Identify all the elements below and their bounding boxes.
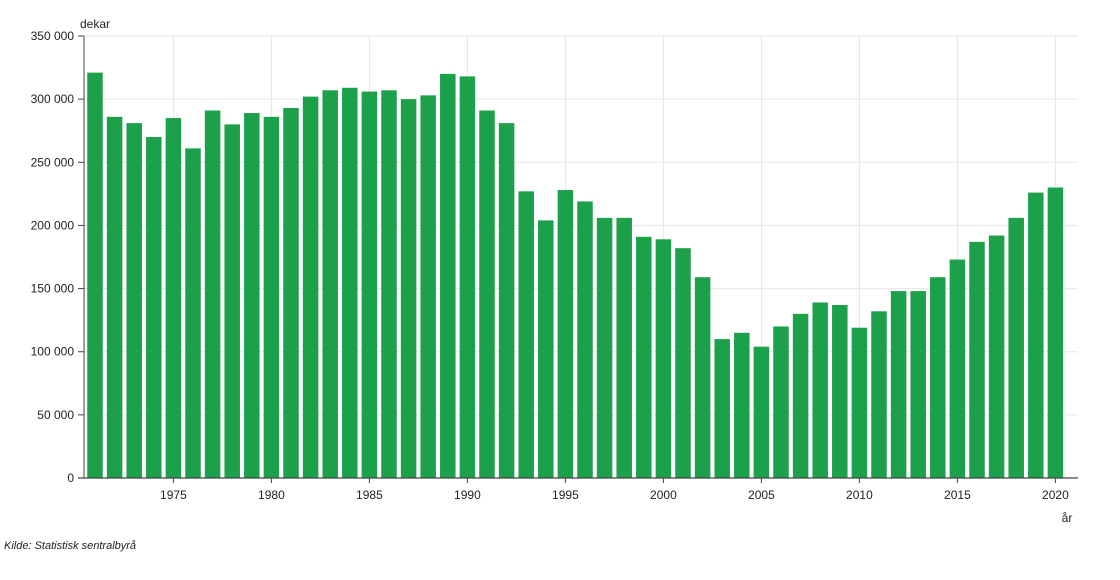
bar [498, 123, 515, 478]
x-tick-label: 1980 [258, 488, 285, 502]
bar [185, 148, 201, 478]
bar [851, 327, 868, 478]
bar [596, 217, 613, 478]
bars [87, 72, 1064, 479]
y-tick-label: 300 000 [31, 92, 75, 106]
bar [890, 291, 907, 478]
x-tick-label: 1995 [552, 488, 579, 502]
bar [577, 201, 593, 479]
x-tick-label: 2000 [650, 488, 677, 502]
bar [675, 248, 691, 478]
bar [87, 72, 103, 478]
bar [988, 235, 1005, 478]
bar [224, 124, 240, 479]
x-tick-label: 2005 [748, 488, 775, 502]
bar [518, 191, 534, 478]
bar [1047, 187, 1064, 479]
x-tick-label: 1975 [160, 488, 187, 502]
axes [78, 35, 1078, 483]
bar [283, 107, 299, 479]
y-axis-label: dekar [80, 17, 110, 31]
bar [655, 239, 672, 478]
bar [930, 277, 946, 478]
bar [616, 217, 632, 478]
bar [381, 90, 397, 478]
bar [694, 277, 711, 478]
bar [969, 241, 985, 478]
bar [146, 137, 162, 478]
bar [459, 76, 476, 478]
tick-labels: 0 50 000 100 000 150 000 200 000 250 000 300 0… [31, 17, 1073, 525]
x-tick-label: 2010 [846, 488, 873, 502]
y-tick-label: 350 000 [31, 29, 75, 43]
bar [420, 95, 436, 479]
y-tick-label: 250 000 [31, 155, 75, 169]
bar [812, 302, 828, 478]
bar [910, 291, 926, 478]
bar [126, 123, 142, 478]
x-tick-label: 2015 [944, 488, 971, 502]
bar [773, 326, 789, 478]
bar [792, 313, 809, 478]
bar [342, 87, 358, 478]
bar [263, 116, 280, 478]
x-tick-label: 1990 [454, 488, 481, 502]
y-tick-label: 100 000 [31, 345, 75, 359]
y-tick-label: 0 [67, 471, 74, 485]
bar [538, 220, 554, 478]
bar [753, 346, 770, 478]
bar [734, 332, 750, 478]
bar [361, 91, 378, 479]
bar [204, 110, 221, 478]
y-tick-label: 200 000 [31, 218, 75, 232]
bar [557, 190, 574, 478]
y-tick-label: 150 000 [31, 282, 75, 296]
bar [440, 73, 456, 478]
bar [400, 99, 417, 479]
bar [871, 311, 887, 478]
y-tick-label: 50 000 [37, 408, 74, 422]
bar [106, 116, 123, 478]
bar [949, 259, 966, 478]
bar [302, 96, 319, 479]
bar [636, 236, 652, 478]
x-axis-label: år [1062, 511, 1073, 525]
bar [1008, 217, 1024, 478]
bar [1028, 192, 1044, 478]
bar [322, 90, 338, 478]
bar [832, 304, 848, 478]
bar [244, 113, 260, 478]
x-tick-label: 2020 [1042, 488, 1069, 502]
bar [165, 118, 182, 478]
x-tick-label: 1985 [356, 488, 383, 502]
bar [479, 110, 495, 478]
source-note: Kilde: Statistisk sentralbyrå [4, 540, 137, 552]
bar [714, 339, 730, 478]
